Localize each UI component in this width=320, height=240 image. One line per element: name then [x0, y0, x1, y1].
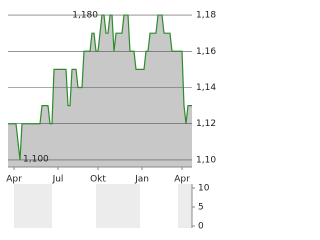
period-band [14, 184, 52, 228]
y-tick-label: 1,18 [196, 11, 216, 21]
stock-widget: 1,10 1,12 1,14 1,16 1,18 Apr Jul Okt Jan Apr 1,180… [6, 11, 216, 232]
period-band [96, 184, 140, 228]
extreme-label: 1,100 [23, 154, 49, 164]
x-tick-label: Okt [90, 175, 106, 185]
x-tick-label: Apr [6, 175, 22, 185]
y-tick-label: 5 [198, 203, 204, 213]
y-tick-label: 1,16 [196, 47, 216, 57]
x-tick-label: Apr [174, 175, 190, 185]
price-line [8, 14, 192, 161]
x-tick-label: Jul [52, 175, 64, 185]
y-tick-label: 1,10 [196, 155, 216, 165]
y-tick-label: 1,14 [196, 83, 216, 93]
period-band [178, 184, 192, 228]
extreme-label: 1,180 [72, 11, 98, 21]
y-tick-label: 10 [198, 184, 210, 194]
x-tick-label: Jan [134, 175, 149, 185]
y-tick-label: 1,12 [196, 119, 216, 129]
y-tick-label: 0 [198, 222, 204, 232]
